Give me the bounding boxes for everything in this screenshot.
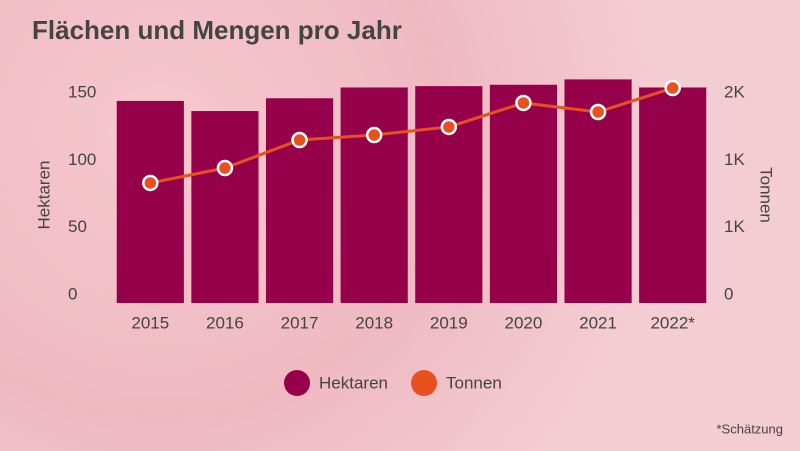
bar: [265, 98, 334, 303]
line-point: [589, 103, 607, 121]
line-point: [515, 94, 532, 112]
line-point: [440, 118, 458, 136]
x-tick-label: 2017: [281, 313, 319, 332]
footnote: *Schätzung: [717, 421, 784, 436]
y-axis-title: Hektaren: [34, 161, 53, 230]
x-tick-label: 2022*: [650, 313, 695, 332]
y2-tick-label: 1K: [724, 217, 745, 236]
y2-axis-title: Tonnen: [757, 167, 776, 223]
y-tick-label: 50: [68, 217, 87, 236]
x-tick-label: 2015: [131, 313, 169, 332]
bar: [191, 111, 259, 303]
line-point: [664, 79, 681, 97]
chart-title: Flächen und Mengen pro Jahr: [32, 15, 402, 45]
x-tick-label: 2019: [430, 313, 468, 332]
line-point: [291, 131, 308, 149]
line-point: [216, 159, 234, 177]
y2-tick-label: 2K: [724, 82, 745, 101]
x-tick-label: 2020: [505, 313, 543, 332]
line: [150, 86, 674, 185]
bar: [340, 87, 408, 304]
legend-label: Tonnen: [446, 373, 502, 392]
legend-swatch: [284, 370, 310, 396]
line-point: [142, 174, 159, 192]
x-tick-label: 2021: [579, 313, 617, 332]
bar: [489, 84, 558, 303]
bar: [116, 100, 184, 303]
legend-swatch: [411, 370, 437, 396]
y2-tick-label: 1K: [724, 150, 745, 169]
y2-tick-label: 0: [724, 284, 733, 303]
x-tick-label: 2018: [355, 313, 393, 332]
y-tick-label: 100: [68, 150, 96, 169]
bar: [639, 87, 707, 304]
x-tick-label: 2016: [206, 313, 244, 332]
legend-label: Hektaren: [319, 373, 388, 392]
y-tick-label: 150: [68, 82, 96, 101]
y-tick-label: 0: [68, 284, 77, 303]
line-point: [365, 126, 383, 144]
